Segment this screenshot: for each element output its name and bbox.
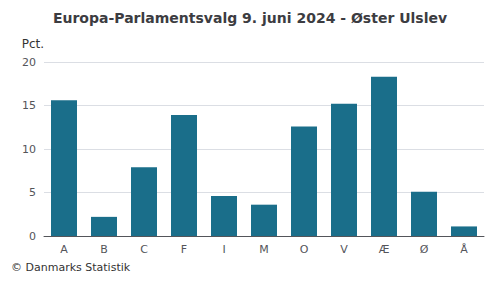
svg-text:Pct.: Pct. [22,37,44,51]
svg-text:© Danmarks Statistik: © Danmarks Statistik [11,261,131,274]
svg-text:A: A [60,243,68,256]
svg-text:B: B [100,243,108,256]
svg-text:Å: Å [460,243,468,256]
svg-text:C: C [140,243,148,256]
svg-text:Europa-Parlamentsvalg 9. juni: Europa-Parlamentsvalg 9. juni 2024 - Øst… [53,10,447,26]
svg-text:0: 0 [29,230,36,243]
svg-text:20: 20 [22,56,36,69]
svg-text:15: 15 [22,99,36,112]
svg-text:O: O [300,243,309,256]
svg-text:M: M [259,243,269,256]
svg-text:5: 5 [29,186,36,199]
svg-text:F: F [181,243,187,256]
svg-text:Æ: Æ [379,243,390,256]
svg-text:Ø: Ø [420,243,429,256]
svg-text:V: V [340,243,348,256]
svg-text:I: I [222,243,225,256]
svg-text:10: 10 [22,143,36,156]
